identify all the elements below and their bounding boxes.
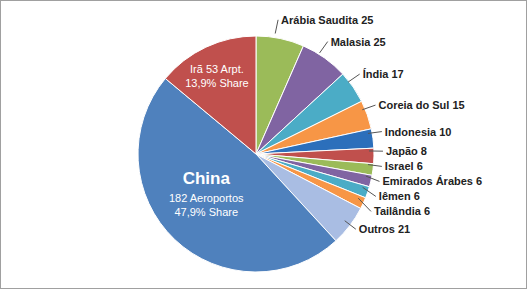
svg-text:Israel 6: Israel 6 bbox=[385, 160, 423, 172]
svg-text:182 Aeroportos: 182 Aeroportos bbox=[169, 192, 244, 204]
svg-text:Iêmen 6: Iêmen 6 bbox=[379, 190, 420, 202]
svg-text:Índia 17: Índia 17 bbox=[363, 68, 404, 80]
svg-text:47,9% Share: 47,9% Share bbox=[174, 206, 238, 218]
svg-text:Arábia Saudita 25: Arábia Saudita 25 bbox=[281, 14, 373, 26]
svg-text:Tailândia 6: Tailândia 6 bbox=[374, 205, 430, 217]
svg-text:Japão 8: Japão 8 bbox=[386, 145, 427, 157]
svg-text:Emirados Árabes 6: Emirados Árabes 6 bbox=[382, 175, 482, 187]
svg-text:Indonesia 10: Indonesia 10 bbox=[385, 126, 452, 138]
svg-text:Outros 21: Outros 21 bbox=[359, 223, 410, 235]
svg-text:13,9% Share: 13,9% Share bbox=[185, 77, 249, 89]
svg-text:Irã 53 Arpt.: Irã 53 Arpt. bbox=[190, 63, 244, 75]
svg-text:Coreia do Sul 15: Coreia do Sul 15 bbox=[378, 99, 464, 111]
svg-text:China: China bbox=[183, 169, 231, 188]
svg-text:Malasia 25: Malasia 25 bbox=[331, 36, 386, 48]
